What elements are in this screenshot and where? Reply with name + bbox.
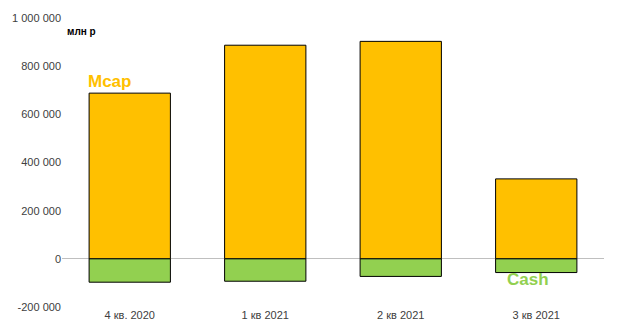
svg-text:0: 0 — [55, 253, 61, 265]
svg-text:800 000: 800 000 — [21, 60, 61, 72]
svg-text:3 кв 2021: 3 кв 2021 — [513, 309, 560, 321]
svg-text:1 000 000: 1 000 000 — [12, 12, 61, 24]
svg-text:-200 000: -200 000 — [18, 301, 61, 313]
svg-text:400 000: 400 000 — [21, 156, 61, 168]
svg-text:600 000: 600 000 — [21, 108, 61, 120]
svg-text:1 кв 2021: 1 кв 2021 — [242, 309, 289, 321]
svg-text:Mcap: Mcap — [88, 72, 131, 91]
svg-text:млн р: млн р — [67, 26, 96, 37]
svg-text:4 кв. 2020: 4 кв. 2020 — [105, 309, 155, 321]
svg-text:Cash: Cash — [507, 270, 549, 289]
svg-text:200 000: 200 000 — [21, 205, 61, 217]
svg-text:2 кв 2021: 2 кв 2021 — [377, 309, 424, 321]
